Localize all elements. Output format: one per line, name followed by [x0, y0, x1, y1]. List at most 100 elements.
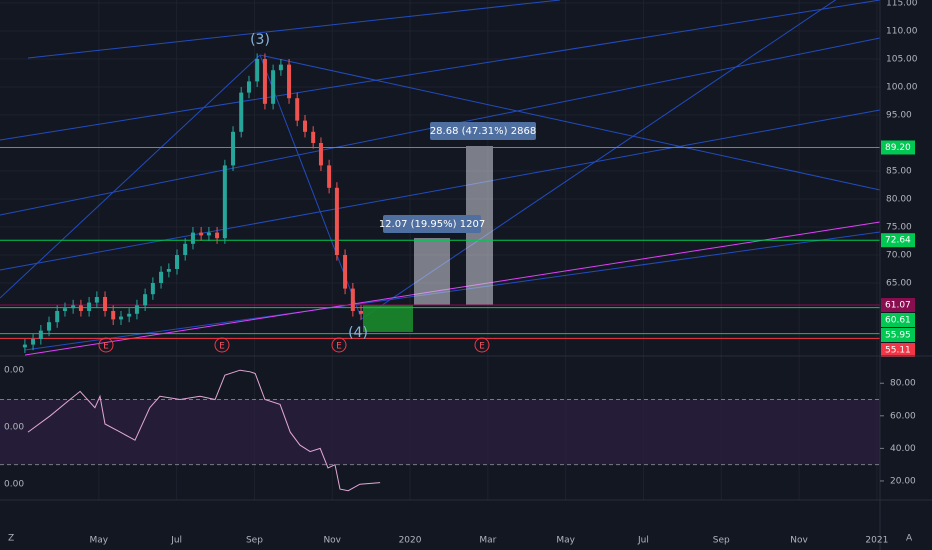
y-tick-label: 115.00: [886, 0, 918, 9]
measure-box: [414, 238, 450, 305]
candle-body: [327, 165, 332, 188]
y-tick-label: 70.00: [886, 250, 912, 260]
axes: 115.00 110.00 105.00 100.00 95.00 85.00 80.00 7…: [90, 0, 918, 546]
candle-body: [343, 254, 348, 289]
measure-label: 12.07 (19.95%) 1207: [379, 219, 485, 230]
y-tick-label: 65.00: [886, 278, 912, 288]
candle-body: [94, 296, 99, 303]
corner-label[interactable]: A: [906, 534, 913, 544]
corner-label[interactable]: Z: [8, 534, 14, 544]
x-tick-label: 2020: [399, 536, 422, 546]
earnings-marker: [331, 337, 347, 353]
rsi-line: [27, 369, 381, 492]
x-tick-label: Jul: [170, 536, 182, 546]
candle-body: [295, 98, 300, 121]
level-label-box: [881, 140, 915, 155]
candle-body: [159, 271, 164, 283]
candle-body: [71, 305, 76, 309]
candle-body: [183, 243, 188, 255]
candle-body: [215, 232, 220, 239]
y-tick-label: 110.00: [886, 27, 918, 37]
earnings-label: E: [479, 342, 485, 352]
trend-line: [0, 54, 261, 299]
wave-label: (4): [348, 325, 368, 341]
x-tick-label: Mar: [479, 536, 496, 546]
candle-body: [246, 81, 251, 93]
x-tick-label: Nov: [323, 536, 341, 546]
level-label: 55.11: [885, 345, 911, 355]
rsi-tick-label: 80.00: [890, 379, 916, 389]
level-label: 55.95: [885, 330, 911, 340]
level-label-box: [881, 342, 915, 357]
candle-body: [150, 282, 155, 295]
candle-body: [239, 92, 244, 132]
left-scale-label: 0.00: [4, 480, 24, 490]
y-tick-label: 80.00: [886, 195, 912, 205]
x-tick-label: Sep: [713, 536, 730, 546]
candle-body: [206, 232, 211, 236]
level-label-box: [881, 297, 915, 312]
candle-body: [199, 232, 204, 236]
y-tick-label: 95.00: [886, 111, 912, 121]
x-tick-label: Sep: [246, 536, 263, 546]
x-tick-label: Nov: [790, 536, 808, 546]
candle-body: [334, 187, 339, 255]
trend-line: [27, 0, 561, 59]
trend-line: [24, 231, 881, 351]
rsi-tick-label: 40.00: [890, 444, 916, 454]
x-tick-label: Jul: [637, 536, 649, 546]
level-label: 60.61: [885, 315, 911, 325]
level-label-box: [881, 233, 915, 248]
candle-body: [38, 330, 43, 339]
candle-body: [287, 64, 292, 99]
rsi-tick-label: 60.00: [890, 411, 916, 421]
x-tick-label: May: [90, 536, 109, 546]
candle-body: [359, 310, 364, 314]
level-label: 61.07: [885, 300, 911, 310]
candle-body: [175, 254, 180, 269]
measure-label-box: [430, 122, 536, 140]
y-tick-label: 100.00: [886, 83, 918, 93]
measure-label: 28.68 (47.31%) 2868: [430, 126, 536, 137]
trend-line: [24, 221, 881, 356]
rsi-tick-label: 20.00: [890, 476, 916, 486]
candle-body: [311, 131, 316, 144]
y-tick-label: 105.00: [886, 55, 918, 65]
level-label: 72.64: [885, 236, 911, 246]
level-label-box: [881, 327, 915, 342]
candle-body: [111, 310, 116, 320]
earnings-label: E: [219, 342, 225, 352]
candle-body: [103, 296, 108, 311]
candle-body: [78, 305, 83, 311]
candle-body: [231, 131, 236, 166]
left-scale-label: 0.00: [4, 423, 24, 433]
y-tick-label: 85.00: [886, 167, 912, 177]
candle-body: [318, 143, 323, 166]
candle-body: [190, 232, 195, 244]
candle-body: [262, 59, 267, 104]
candle-body: [55, 310, 60, 323]
x-tick-label: May: [556, 536, 575, 546]
earnings-label: E: [103, 342, 109, 352]
candle-body: [127, 313, 132, 317]
x-tick-label: 2021: [865, 536, 888, 546]
trend-line: [0, 109, 881, 271]
candle-body: [143, 294, 148, 306]
candle-body: [271, 70, 276, 104]
candle-body: [31, 338, 36, 345]
candle-body: [166, 268, 171, 272]
candle-body: [87, 302, 92, 311]
trend-line: [0, 0, 881, 141]
earnings-marker: [98, 337, 114, 353]
wave-label: (3): [250, 32, 270, 48]
left-scale-label: 0.00: [4, 366, 24, 376]
candle-body: [47, 322, 52, 331]
measure-label-box: [383, 215, 481, 233]
candle-body: [255, 59, 260, 82]
trend-line: [259, 54, 881, 191]
range-box: [363, 305, 413, 332]
level-label: 89.20: [885, 143, 911, 153]
levels: 89.20 72.64 61.07 60.61 55.95 55.11: [0, 140, 915, 357]
